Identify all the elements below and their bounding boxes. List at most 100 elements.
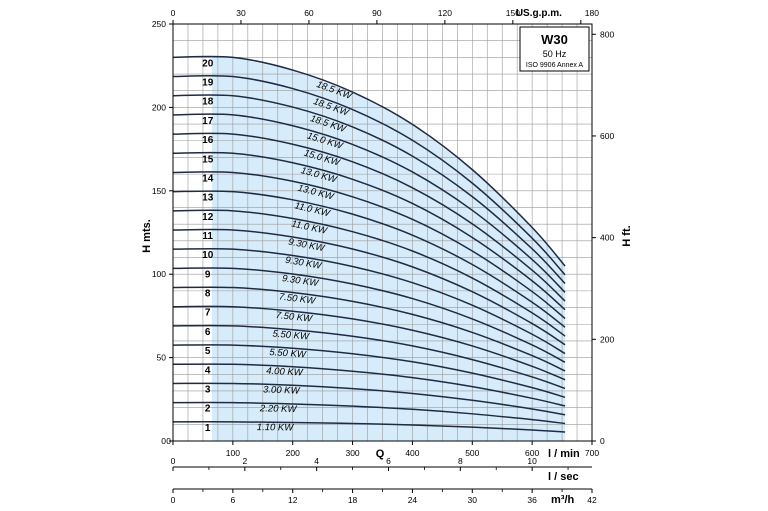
stage-curve-12 [172, 209, 566, 337]
top-axis-label: US.g.p.m. [516, 8, 562, 19]
stage-label: 8 [205, 289, 211, 300]
stage-label: 15 [202, 154, 214, 165]
m3h-tick-label: 36 [527, 495, 537, 505]
stage-curve-15 [172, 151, 566, 311]
stage-curve-9 [172, 267, 566, 363]
left-tick-label: 100 [152, 269, 166, 279]
stage-curve-10 [172, 247, 566, 355]
lsec-tick-label: 10 [527, 456, 537, 466]
lsec-tick-label: 4 [314, 456, 319, 466]
left-tick-label: 0 [161, 436, 166, 446]
power-label: 7.50 KW [275, 310, 313, 325]
flow-symbol: Q [376, 448, 385, 460]
stage-curve-11 [172, 228, 566, 346]
lsec-tick-label: 0 [171, 456, 176, 466]
top-tick-label: 180 [585, 8, 599, 18]
m3h-tick-label: 30 [468, 495, 478, 505]
m3h-tick-label: 18 [348, 495, 358, 505]
m3h-tick-label: 24 [408, 495, 418, 505]
top-tick-label: 150 [506, 8, 520, 18]
stage-label: 17 [202, 116, 214, 127]
stage-label: 6 [205, 327, 211, 338]
stage-label: 16 [202, 135, 214, 146]
stage-label: 11 [202, 231, 213, 242]
stage-label: 12 [202, 212, 214, 223]
stage-curve-3 [172, 382, 566, 416]
stage-curve-13 [172, 190, 566, 328]
stage-label: 9 [205, 269, 211, 280]
stage-label: 14 [202, 173, 214, 184]
right-axis-label: H ft. [621, 225, 633, 246]
lsec-tick-label: 2 [242, 456, 247, 466]
stage-label: 13 [202, 193, 214, 204]
bottom-tick-label: 200 [286, 448, 300, 458]
stage-curve-17 [172, 113, 566, 293]
top-tick-label: 0 [171, 8, 176, 18]
bottom-axis-label-lmin: l / min [548, 448, 580, 460]
top-tick-label: 90 [372, 8, 382, 18]
power-label: 3.00 KW [263, 384, 301, 396]
stage-curve-4 [172, 363, 566, 407]
frequency-label: 50 Hz [543, 49, 567, 59]
stage-curve-7 [172, 305, 566, 381]
bottom-tick-label: 700 [585, 448, 599, 458]
lsec-tick-label: 8 [458, 456, 463, 466]
power-label: 4.00 KW [266, 366, 304, 379]
bottom-axis-label-lsec: l / sec [548, 471, 579, 483]
stage-label: 1 [205, 423, 211, 434]
stage-curve-1 [172, 421, 566, 433]
bottom-tick-label: 100 [226, 448, 240, 458]
left-tick-label: 150 [152, 186, 166, 196]
legend-box [519, 26, 590, 72]
operating-range-shading [211, 57, 566, 442]
bottom-tick-label: 400 [405, 448, 419, 458]
bottom-axis-label-m3h: m³/h [551, 494, 575, 506]
chart-title: W30 [541, 32, 568, 47]
stage-label: 7 [205, 308, 211, 319]
right-tick-label: 800 [600, 29, 614, 39]
stage-curve-8 [172, 286, 566, 372]
power-label: 7.50 KW [278, 291, 317, 306]
left-tick-label: 50 [157, 353, 167, 363]
plot-frame [172, 23, 593, 442]
stage-curve-6 [172, 324, 566, 390]
top-tick-label: 120 [438, 8, 452, 18]
top-tick-label: 30 [236, 8, 246, 18]
stage-label: 3 [205, 384, 211, 395]
right-tick-label: 0 [600, 436, 605, 446]
stage-label: 2 [205, 404, 211, 415]
power-label: 5.50 KW [269, 347, 307, 360]
bottom-tick-label: 600 [525, 448, 539, 458]
left-tick-label: 200 [152, 102, 166, 112]
right-tick-label: 600 [600, 131, 614, 141]
left-tick-label: 250 [152, 19, 166, 29]
bottom-tick-label: 500 [465, 448, 479, 458]
power-label: 2.20 KW [259, 403, 298, 415]
origin-label: 0 [166, 436, 171, 446]
bottom-tick-label: 300 [345, 448, 359, 458]
right-tick-label: 200 [600, 334, 614, 344]
stage-label: 5 [205, 346, 211, 357]
power-label: 5.50 KW [272, 328, 310, 342]
stage-curve-2 [172, 401, 566, 425]
m3h-tick-label: 6 [230, 495, 235, 505]
stage-curve-19 [172, 74, 566, 276]
power-label: 1.10 KW [257, 422, 295, 433]
stage-label: 20 [202, 58, 214, 69]
right-tick-label: 400 [600, 233, 614, 243]
power-label: 9.30 KW [281, 273, 320, 289]
stage-curve-16 [172, 132, 566, 302]
stage-label: 10 [202, 250, 214, 261]
m3h-tick-label: 12 [288, 495, 298, 505]
lsec-tick-label: 6 [386, 456, 391, 466]
stage-curve-5 [172, 344, 566, 399]
stage-curve-18 [172, 94, 566, 285]
stage-curve-20 [172, 55, 566, 267]
left-axis-label: H mts. [141, 219, 153, 253]
stage-label: 18 [202, 97, 214, 108]
stage-curve-14 [172, 171, 566, 320]
standard-label: ISO 9906 Annex A [526, 62, 584, 69]
m3h-tick-label: 0 [171, 495, 176, 505]
top-tick-label: 60 [304, 8, 314, 18]
stage-label: 4 [205, 365, 211, 376]
